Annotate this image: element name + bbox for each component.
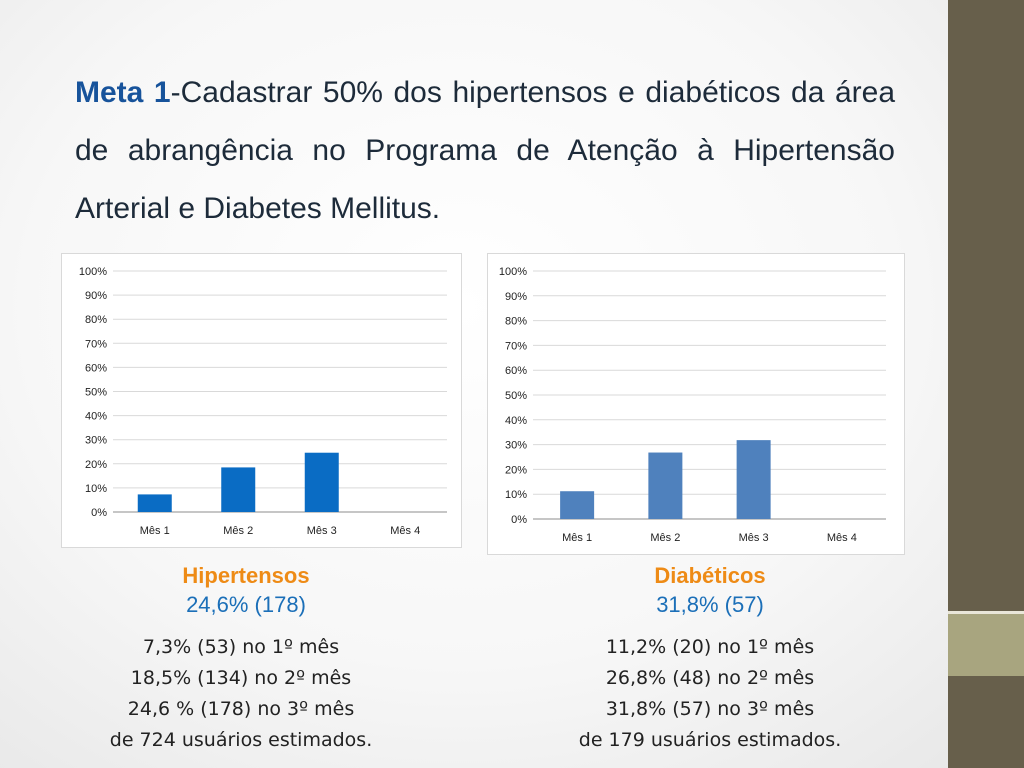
- hipertensos-ytick-label: 70%: [85, 338, 107, 350]
- hipertensos-ytick-label: 0%: [91, 507, 107, 519]
- hipertensos-detail-line: 24,6 % (178) no 3º mês: [127, 698, 355, 720]
- diabeticos-ytick-label: 70%: [505, 340, 527, 352]
- diabeticos-ytick-label: 20%: [505, 464, 527, 476]
- hipertensos-category-label: Mês 2: [223, 525, 253, 537]
- diabeticos-ytick-label: 80%: [505, 316, 527, 328]
- diabeticos-bar: [736, 440, 771, 519]
- hipertensos-ytick-label: 100%: [79, 266, 107, 278]
- hipertensos-ytick-label: 90%: [85, 290, 107, 302]
- heading-goal-label: Meta 1: [75, 76, 171, 109]
- slide-heading: Meta 1-Cadastrar 50% dos hipertensos e d…: [75, 64, 895, 238]
- diabeticos-bar: [648, 452, 683, 519]
- diabeticos-category-label: Mês 2: [650, 532, 680, 544]
- hipertensos-category-label: Mês 4: [390, 525, 420, 537]
- diabeticos-detail-line: 11,2% (20) no 1º mês: [605, 636, 815, 658]
- hipertensos-bar: [221, 467, 256, 512]
- diabeticos-title: Diabéticos: [654, 563, 766, 588]
- hipertensos-ytick-label: 10%: [85, 483, 107, 495]
- hipertensos-details: 7,3% (53) no 1º mês 18,5% (134) no 2º mê…: [61, 632, 421, 756]
- diabeticos-category-label: Mês 3: [739, 532, 769, 544]
- diabeticos-bar: [560, 491, 595, 519]
- hipertensos-ytick-label: 20%: [85, 459, 107, 471]
- chart-hipertensos-svg: 0% 10% 20% 30% 40% 50% 60% 70% 80% 90% 100% Mês 1 Mê…: [79, 266, 447, 537]
- diabeticos-ytick-label: 100%: [499, 266, 527, 278]
- hipertensos-ytick-label: 60%: [85, 362, 107, 374]
- hipertensos-category-label: Mês 1: [140, 525, 170, 537]
- diabeticos-ytick-label: 0%: [511, 514, 527, 526]
- heading-goal-text: -Cadastrar 50% dos hipertensos e diabéti…: [75, 76, 895, 225]
- sidebar-divider: [948, 611, 1024, 614]
- diabeticos-ytick-label: 90%: [505, 291, 527, 303]
- diabeticos-detail-line: 26,8% (48) no 2º mês: [605, 667, 815, 689]
- hipertensos-ytick-label: 80%: [85, 314, 107, 326]
- diabeticos-ytick-label: 50%: [505, 390, 527, 402]
- diabeticos-details: 11,2% (20) no 1º mês 26,8% (48) no 2º mê…: [530, 632, 890, 756]
- diabeticos-detail-line: 31,8% (57) no 3º mês: [605, 698, 815, 720]
- hipertensos-title: Hipertensos: [182, 563, 310, 588]
- hipertensos-category-label: Mês 3: [307, 525, 337, 537]
- hipertensos-ytick-label: 30%: [85, 435, 107, 447]
- chart-hipertensos: 0% 10% 20% 30% 40% 50% 60% 70% 80% 90% 100% Mês 1 Mê…: [61, 253, 462, 548]
- diabeticos-ytick-label: 30%: [505, 440, 527, 452]
- hipertensos-bar: [137, 494, 172, 512]
- sidebar-accent-block: [948, 614, 1024, 676]
- diabeticos-value: 31,8% (57): [656, 592, 764, 617]
- hipertensos-value: 24,6% (178): [186, 592, 306, 617]
- hipertensos-detail-line: de 724 usuários estimados.: [109, 729, 373, 751]
- diabeticos-ytick-label: 60%: [505, 365, 527, 377]
- hipertensos-detail-line: 18,5% (134) no 2º mês: [130, 667, 352, 689]
- diabeticos-category-label: Mês 4: [827, 532, 857, 544]
- diabeticos-category-label: Mês 1: [562, 532, 592, 544]
- hipertensos-detail-line: 7,3% (53) no 1º mês: [142, 636, 340, 658]
- diabeticos-detail-line: de 179 usuários estimados.: [578, 729, 842, 751]
- hipertensos-ytick-label: 50%: [85, 387, 107, 399]
- chart-diabeticos: 0% 10% 20% 30% 40% 50% 60% 70% 80% 90% 100% Mês 1 Mê…: [487, 253, 905, 555]
- diabeticos-ytick-label: 40%: [505, 415, 527, 427]
- hipertensos-bar: [304, 452, 339, 512]
- diabeticos-ytick-label: 10%: [505, 489, 527, 501]
- hipertensos-ytick-label: 40%: [85, 411, 107, 423]
- chart-diabeticos-svg: 0% 10% 20% 30% 40% 50% 60% 70% 80% 90% 100% Mês 1 Mê…: [499, 266, 886, 544]
